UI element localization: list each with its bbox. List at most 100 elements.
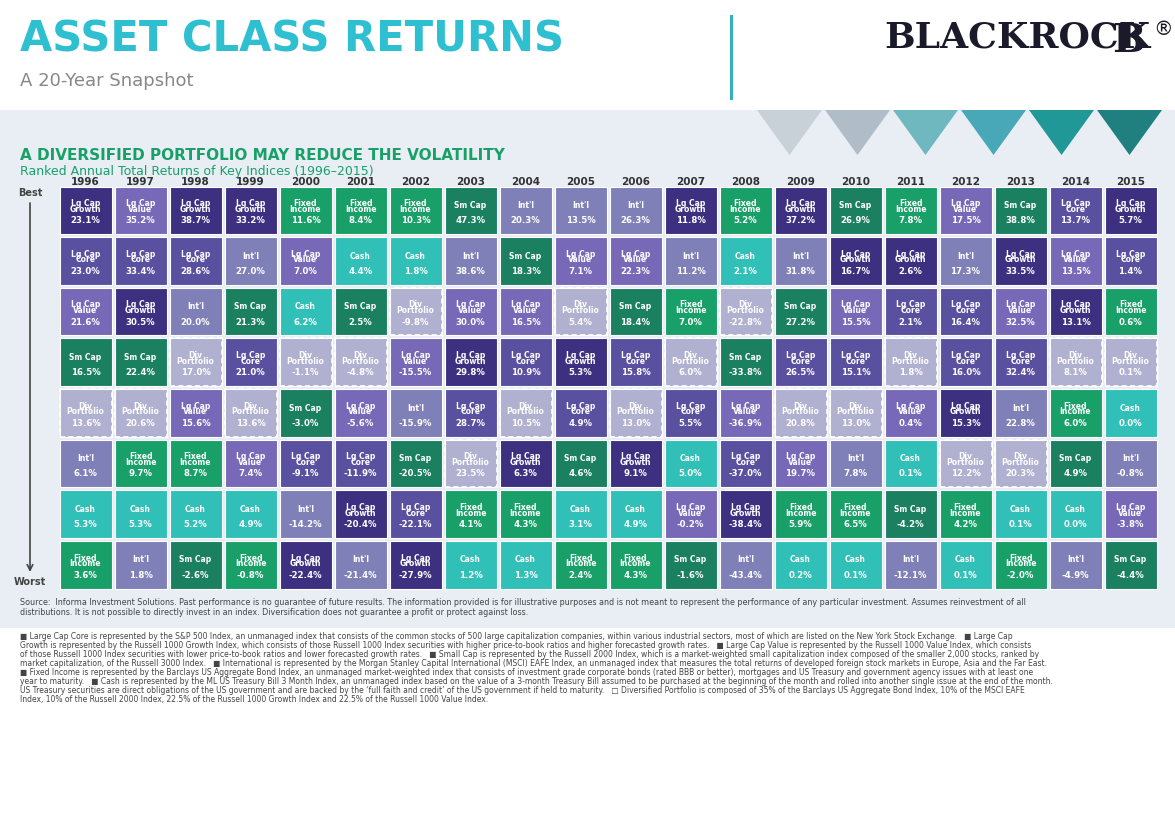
Text: Cash: Cash: [625, 504, 646, 514]
Text: 9.1%: 9.1%: [624, 469, 647, 478]
Text: 0.1%: 0.1%: [844, 570, 867, 579]
Text: Sm Cap: Sm Cap: [510, 252, 542, 261]
Bar: [389, 288, 442, 336]
Text: 31.8%: 31.8%: [786, 267, 815, 276]
Text: Index, 10% of the Russell 2000 Index, 22.5% of the Russell 1000 Growth Index and: Index, 10% of the Russell 2000 Index, 22…: [20, 695, 488, 704]
Text: Lg Cap: Lg Cap: [345, 503, 375, 512]
Text: Lg Cap: Lg Cap: [786, 199, 815, 208]
Text: 21.0%: 21.0%: [236, 368, 266, 377]
Text: -27.9%: -27.9%: [398, 570, 432, 579]
Text: Int'l: Int'l: [1067, 556, 1085, 565]
Bar: [665, 541, 717, 588]
Text: Lg Cap: Lg Cap: [401, 351, 430, 360]
Text: 38.6%: 38.6%: [456, 267, 485, 276]
Bar: [885, 338, 936, 386]
Text: Core: Core: [571, 407, 591, 416]
Bar: [555, 491, 606, 538]
Text: Growth: Growth: [785, 205, 817, 214]
Bar: [665, 439, 717, 487]
Text: Cash: Cash: [680, 454, 701, 463]
Bar: [1104, 187, 1156, 234]
Text: 6.0%: 6.0%: [679, 368, 703, 377]
Text: Fixed: Fixed: [1009, 554, 1033, 562]
Text: Fixed: Fixed: [349, 199, 372, 208]
Text: -38.4%: -38.4%: [728, 520, 763, 529]
Text: 4.3%: 4.3%: [624, 570, 647, 579]
Text: Income: Income: [235, 560, 267, 568]
Text: Sm Cap: Sm Cap: [564, 454, 597, 463]
Text: 4.3%: 4.3%: [513, 520, 537, 529]
Bar: [665, 288, 717, 336]
Bar: [0, 110, 1175, 628]
Text: 1.8%: 1.8%: [128, 570, 153, 579]
Text: Fixed: Fixed: [624, 554, 647, 562]
Text: 19.7%: 19.7%: [786, 469, 815, 478]
Text: 2008: 2008: [731, 177, 760, 187]
Text: Fixed: Fixed: [513, 503, 537, 512]
Text: Cash: Cash: [845, 556, 866, 565]
Text: Value: Value: [788, 458, 813, 467]
Text: Cash: Cash: [295, 302, 316, 311]
Text: Growth: Growth: [344, 509, 376, 518]
Bar: [114, 389, 167, 437]
Text: Growth: Growth: [619, 458, 651, 467]
Text: ®: ®: [1153, 20, 1173, 39]
Text: 2006: 2006: [622, 177, 650, 187]
Bar: [994, 187, 1047, 234]
Text: 0.4%: 0.4%: [899, 419, 922, 428]
Text: Int'l: Int'l: [187, 302, 204, 311]
Text: 30.5%: 30.5%: [126, 318, 155, 327]
Text: Core: Core: [900, 306, 920, 315]
Text: Sm Cap: Sm Cap: [69, 353, 101, 362]
Text: Int'l: Int'l: [517, 201, 533, 210]
Text: Fixed: Fixed: [458, 503, 482, 512]
Bar: [774, 491, 826, 538]
Bar: [719, 439, 772, 487]
Text: Sm Cap: Sm Cap: [1060, 454, 1092, 463]
Text: 1996: 1996: [72, 177, 100, 187]
Bar: [169, 389, 222, 437]
Text: Lg Cap: Lg Cap: [1116, 503, 1146, 512]
Text: Lg Cap: Lg Cap: [731, 402, 760, 411]
Bar: [1049, 187, 1101, 234]
Bar: [169, 338, 222, 386]
Text: 5.0%: 5.0%: [679, 469, 703, 478]
Text: -0.2%: -0.2%: [677, 520, 704, 529]
Text: Int'l: Int'l: [792, 252, 810, 261]
Text: 4.9%: 4.9%: [1063, 469, 1088, 478]
Text: Cash: Cash: [570, 504, 591, 514]
Text: -37.0%: -37.0%: [728, 469, 763, 478]
Text: Value: Value: [128, 205, 153, 214]
Text: 5.4%: 5.4%: [569, 318, 592, 327]
Text: -1.6%: -1.6%: [677, 570, 704, 579]
Text: 8.1%: 8.1%: [1063, 368, 1087, 377]
Bar: [444, 187, 497, 234]
Text: Lg Cap: Lg Cap: [70, 199, 100, 208]
Text: 10.3%: 10.3%: [401, 216, 430, 226]
Text: Core: Core: [680, 407, 700, 416]
Bar: [994, 541, 1047, 588]
Text: Lg Cap: Lg Cap: [620, 249, 650, 258]
Text: Worst: Worst: [14, 577, 46, 587]
Text: 32.4%: 32.4%: [1006, 368, 1035, 377]
Text: Portfolio: Portfolio: [837, 407, 874, 416]
Text: Lg Cap: Lg Cap: [566, 351, 596, 360]
Text: Fixed: Fixed: [74, 554, 98, 562]
Bar: [114, 491, 167, 538]
Text: Core: Core: [955, 356, 975, 365]
Bar: [665, 491, 717, 538]
Text: Lg Cap: Lg Cap: [70, 300, 100, 309]
Bar: [60, 288, 112, 336]
Text: -22.1%: -22.1%: [398, 520, 432, 529]
Text: Lg Cap: Lg Cap: [291, 249, 320, 258]
Bar: [444, 439, 497, 487]
Bar: [719, 288, 772, 336]
Text: 12.2%: 12.2%: [951, 469, 980, 478]
Text: 20.6%: 20.6%: [126, 419, 155, 428]
Text: Int'l: Int'l: [572, 201, 589, 210]
Bar: [280, 541, 331, 588]
Bar: [60, 338, 112, 386]
Text: -2.6%: -2.6%: [182, 570, 209, 579]
Text: 0.6%: 0.6%: [1119, 318, 1142, 327]
Text: Lg Cap: Lg Cap: [676, 503, 705, 512]
